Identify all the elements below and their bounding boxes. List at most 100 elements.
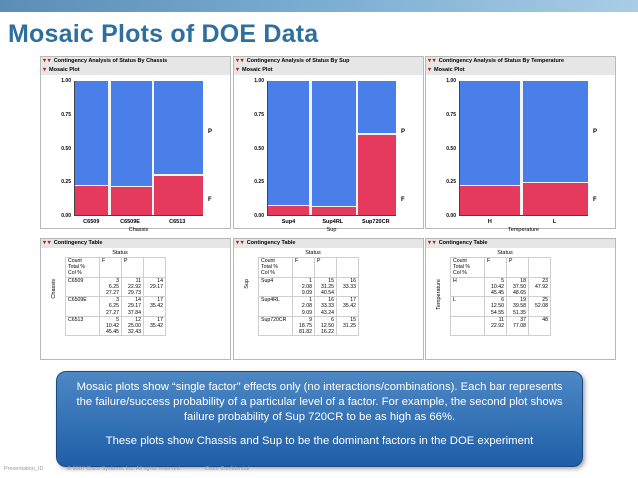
x-category-label: Sup4 xyxy=(281,219,296,225)
cell-value: 22.92 xyxy=(128,283,141,290)
corner-label: Total % xyxy=(453,264,471,271)
slide-title: Mosaic Plots of DOE Data xyxy=(8,20,319,48)
contingency-table-heading[interactable]: ▾ ▾ Contingency Table xyxy=(234,239,423,248)
callout-text-2: These plots show Chassis and Sup to be t… xyxy=(105,435,534,447)
cell-value: 52.08 xyxy=(535,303,548,310)
row-label xyxy=(450,315,485,337)
cell-value: 27.27 xyxy=(106,290,119,297)
pass-segment[interactable] xyxy=(522,81,588,182)
contingency-table-heading[interactable]: ▾ ▾ Contingency Table xyxy=(426,239,615,248)
mosaic-bar[interactable] xyxy=(522,81,588,215)
cell-value: 6 xyxy=(501,297,504,304)
table-header-row: Count Total % Col % F P xyxy=(65,257,166,278)
table-cell: 12 25.00 32.43 xyxy=(121,315,144,337)
row-label: C6513 xyxy=(65,315,100,337)
fail-segment[interactable] xyxy=(110,187,152,215)
mosaic-bar[interactable] xyxy=(460,81,520,215)
cell-value: 12 xyxy=(135,316,141,323)
mosaic-bar[interactable] xyxy=(75,81,108,215)
mosaic-plot-heading[interactable]: ▾ Mosaic Plot xyxy=(426,66,615,75)
corner-label: Count xyxy=(261,258,275,264)
column-header: P xyxy=(314,257,337,278)
cell-value: 54.55 xyxy=(491,309,504,316)
summary-callout: Mosaic plots show “single factor” effect… xyxy=(56,371,583,467)
row-label: H xyxy=(450,276,485,298)
fail-segment[interactable] xyxy=(311,207,356,215)
mosaic-bar[interactable] xyxy=(110,81,152,215)
column-header: P xyxy=(506,257,529,278)
report-heading[interactable]: ▾ ▾ Contingency Analysis of Status By Tem… xyxy=(426,57,615,66)
cell-value xyxy=(146,329,163,335)
y-tick-label: 1.00 xyxy=(61,78,71,84)
table-cell: 25 52.08 xyxy=(528,296,551,317)
disclosure-triangle-icon[interactable]: ▾ ▾ xyxy=(428,58,436,64)
contingency-table-heading[interactable]: ▾ ▾ Contingency Table xyxy=(41,239,230,248)
cell-value: 31.25 xyxy=(321,283,334,290)
pass-segment[interactable] xyxy=(268,81,309,205)
disclosure-triangle-icon[interactable]: ▾ xyxy=(236,67,240,73)
table-cell: 14 29.17 xyxy=(143,276,166,298)
corner-label: Total % xyxy=(68,264,86,271)
disclosure-triangle-icon[interactable]: ▾ ▾ xyxy=(43,240,51,246)
pass-segment[interactable] xyxy=(460,81,520,185)
pass-segment[interactable] xyxy=(311,81,356,206)
x-category-label: C6509E xyxy=(120,219,140,225)
x-category-label: C6513 xyxy=(169,219,186,225)
column-header: F xyxy=(484,257,507,278)
footer-presentation-id: Presentation_ID xyxy=(4,466,44,472)
disclosure-triangle-icon[interactable]: ▾ xyxy=(43,67,47,73)
mosaic-bar[interactable] xyxy=(153,81,203,215)
fail-segment[interactable] xyxy=(75,186,108,215)
report-heading-label: Contingency Analysis of Status By Sup xyxy=(246,58,350,64)
report-heading[interactable]: ▾ ▾ Contingency Analysis of Status By Sup xyxy=(234,57,423,66)
disclosure-triangle-icon[interactable]: ▾ ▾ xyxy=(43,58,51,64)
row-label: C6509 xyxy=(65,276,100,298)
cell-value: 33.33 xyxy=(343,283,356,290)
mosaic-report-1: ▾ ▾ Contingency Analysis of Status By Sup… xyxy=(233,56,424,233)
cell-value: 39.58 xyxy=(513,303,526,310)
mosaic-plot-heading[interactable]: ▾ Mosaic Plot xyxy=(41,66,230,75)
mosaic-bar[interactable] xyxy=(268,81,309,215)
mosaic-plot-heading[interactable]: ▾ Mosaic Plot xyxy=(234,66,423,75)
factor-axis-label: Sup xyxy=(244,279,250,289)
fail-segment[interactable] xyxy=(153,175,203,215)
factor-axis-label: Temperature xyxy=(436,279,442,310)
cell-value: 1 xyxy=(309,297,312,304)
x-category-label: L xyxy=(552,219,557,225)
mosaic-bar[interactable] xyxy=(311,81,356,215)
cell-value: 51.35 xyxy=(513,309,526,316)
fail-segment[interactable] xyxy=(522,182,588,215)
cell-value: 2.08 xyxy=(301,303,312,310)
report-heading[interactable]: ▾ ▾ Contingency Analysis of Status By Cha… xyxy=(41,57,230,66)
table-cell: 18 37.50 48.65 xyxy=(506,276,529,298)
table-row: Sup4 1 2.08 9.09 15 31.25 40.54 16 33.33 xyxy=(258,276,359,298)
report-heading-label: Contingency Analysis of Status By Chassi… xyxy=(53,58,168,64)
pass-segment[interactable] xyxy=(110,81,152,186)
y-tick-label: 0.50 xyxy=(254,145,264,152)
fail-segment[interactable] xyxy=(357,134,396,215)
table-corner: Count Total % Col % xyxy=(65,257,100,278)
pass-segment[interactable] xyxy=(357,81,396,134)
corner-label: Total % xyxy=(261,264,279,271)
pass-segment[interactable] xyxy=(153,81,203,175)
pass-segment[interactable] xyxy=(75,81,108,185)
table-cell: 3 6.25 27.27 xyxy=(99,296,122,317)
fail-segment[interactable] xyxy=(268,206,309,215)
row-label: C6509E xyxy=(65,296,100,317)
cell-value xyxy=(531,290,548,296)
mosaic-bar[interactable] xyxy=(357,81,396,215)
cell-value xyxy=(339,310,356,316)
disclosure-triangle-icon[interactable]: ▾ ▾ xyxy=(428,240,436,246)
fail-segment[interactable] xyxy=(460,185,520,215)
cell-value: 17 xyxy=(157,316,163,323)
disclosure-triangle-icon[interactable]: ▾ xyxy=(428,67,432,73)
x-axis-title: Sup xyxy=(326,227,337,233)
cell-value: 15 xyxy=(328,277,334,284)
disclosure-triangle-icon[interactable]: ▾ ▾ xyxy=(236,58,244,64)
disclosure-triangle-icon[interactable]: ▾ ▾ xyxy=(236,240,244,246)
cell-value: 2.08 xyxy=(301,283,312,290)
table-cell: 17 35.42 xyxy=(143,296,166,317)
contingency-table-panel-2: ▾ ▾ Contingency Table Status Temperature Cou… xyxy=(425,238,616,360)
cell-value: 43.24 xyxy=(321,309,334,316)
factor-axis-label: Chassis xyxy=(51,279,57,299)
